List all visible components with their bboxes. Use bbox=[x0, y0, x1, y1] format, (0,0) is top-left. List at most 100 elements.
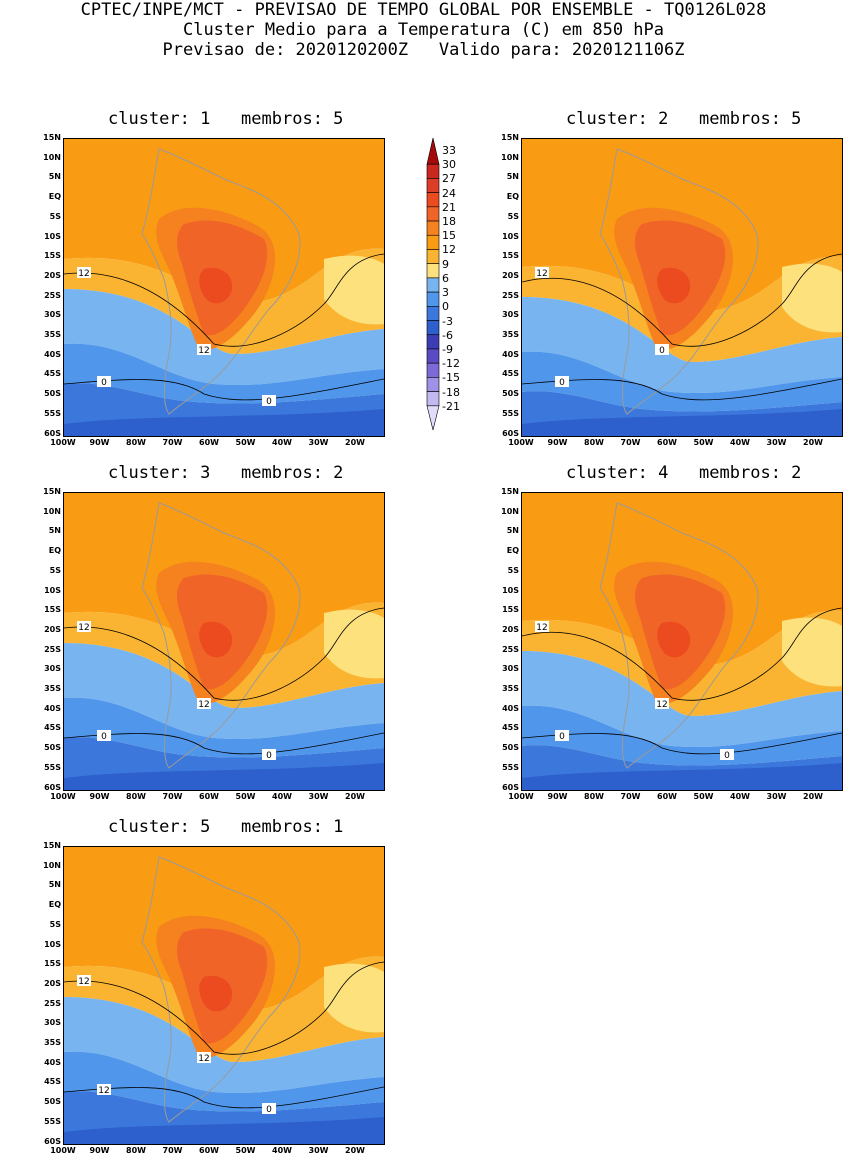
longitude-tick-label: 30W bbox=[308, 792, 329, 801]
contour-label: 0 bbox=[266, 1105, 272, 1115]
temperature-field: 12 12 0 0 bbox=[64, 139, 384, 436]
colorbar-label: 6 bbox=[442, 271, 449, 285]
chart-title-line-1: CPTEC/INPE/MCT - PREVISAO DE TEMPO GLOBA… bbox=[80, 0, 767, 20]
colorbar-swatch bbox=[426, 306, 440, 321]
temperature-band bbox=[64, 643, 384, 740]
latitude-tick-label: 60S bbox=[44, 428, 61, 438]
contour-label-bg bbox=[535, 621, 549, 632]
contour-line bbox=[64, 378, 384, 401]
latitude-tick-label: 10S bbox=[44, 939, 61, 949]
latitude-tick-label: 5S bbox=[49, 919, 61, 929]
temperature-band bbox=[324, 609, 384, 679]
latitude-tick-label: 50S bbox=[502, 389, 519, 399]
longitude-tick-label: 70W bbox=[162, 1146, 183, 1155]
colorbar-label: 12 bbox=[442, 243, 456, 257]
longitude-tick-label: 20W bbox=[345, 438, 365, 447]
contour-line bbox=[64, 732, 384, 755]
colorbar-swatch bbox=[426, 405, 440, 431]
longitude-tick-label: 80W bbox=[126, 438, 146, 447]
latitude-tick-label: 15N bbox=[501, 487, 519, 496]
temperature-band bbox=[64, 1051, 384, 1112]
contour-label-bg bbox=[262, 749, 276, 760]
latitude-tick-label: 55S bbox=[44, 408, 61, 418]
temperature-band bbox=[522, 610, 842, 716]
contour-label: 0 bbox=[266, 397, 272, 407]
colorbar-label: -18 bbox=[442, 385, 460, 399]
latitude-tick-label: 15N bbox=[501, 133, 519, 142]
contour-line bbox=[64, 1086, 384, 1109]
contour-label-bg bbox=[77, 621, 91, 632]
latitude-tick-label: 60S bbox=[502, 782, 519, 792]
temperature-band bbox=[64, 343, 384, 404]
latitude-tick-label: 15N bbox=[43, 841, 61, 850]
latitude-tick-label: 25S bbox=[44, 998, 61, 1008]
latitude-tick-label: 5S bbox=[507, 565, 519, 575]
temperature-band bbox=[199, 267, 233, 304]
colorbar-label: 15 bbox=[442, 229, 456, 243]
temperature-band bbox=[199, 621, 233, 658]
panel-title: cluster: 1 membros: 5 bbox=[108, 109, 344, 129]
contour-label: 0 bbox=[101, 378, 107, 388]
latitude-tick-label: 35S bbox=[502, 330, 519, 339]
longitude-tick-label: 100W bbox=[508, 792, 534, 801]
contour-line bbox=[522, 253, 842, 347]
colorbar-swatch bbox=[426, 391, 440, 407]
latitude-tick-label: 20S bbox=[502, 270, 519, 280]
longitude-tick-label: 60W bbox=[657, 438, 677, 447]
latitude-tick-label: 35S bbox=[44, 684, 61, 693]
longitude-tick-label: 30W bbox=[766, 438, 787, 447]
longitude-tick-label: 90W bbox=[89, 792, 110, 801]
colorbar-swatch bbox=[426, 348, 440, 364]
latitude-tick-label: 25S bbox=[502, 290, 519, 300]
temperature-band bbox=[522, 351, 842, 412]
coastline bbox=[141, 148, 301, 415]
longitude-tick-label: 20W bbox=[345, 1146, 365, 1155]
latitude-tick-label: 5N bbox=[506, 172, 519, 182]
contour-label: 12 bbox=[78, 623, 89, 633]
temperature-band bbox=[64, 997, 384, 1094]
longitude-tick-label: 40W bbox=[272, 792, 292, 801]
colorbar-label: 9 bbox=[442, 257, 449, 271]
latitude-tick-label: 60S bbox=[44, 1136, 61, 1146]
latitude-tick-label: 10N bbox=[43, 860, 61, 870]
longitude-tick-label: 60W bbox=[199, 792, 219, 801]
panel-title: cluster: 3 membros: 2 bbox=[108, 463, 344, 483]
colorbar-swatch bbox=[426, 178, 440, 193]
colorbar-swatches bbox=[426, 137, 440, 431]
panel-title: cluster: 4 membros: 2 bbox=[566, 463, 802, 483]
longitude-tick-label: 60W bbox=[657, 792, 677, 801]
longitude-tick-label: 40W bbox=[272, 438, 292, 447]
longitude-tick-label: 30W bbox=[308, 438, 329, 447]
contour-line bbox=[64, 253, 384, 347]
chart-title-line-3: Previsao de: 2020120200Z Valido para: 20… bbox=[162, 40, 685, 60]
latitude-tick-label: 25S bbox=[44, 644, 61, 654]
contour-label: 0 bbox=[101, 732, 107, 742]
latitude-tick-label: 20S bbox=[44, 270, 61, 280]
longitude-tick-label: 70W bbox=[162, 438, 183, 447]
latitude-tick-label: 30S bbox=[502, 664, 519, 674]
colorbar-swatch bbox=[426, 320, 440, 336]
temperature-band bbox=[199, 975, 233, 1012]
map-panel: 12 0 0 bbox=[521, 138, 843, 437]
latitude-tick-label: 50S bbox=[44, 1097, 61, 1107]
latitude-tick-label: 5N bbox=[48, 880, 61, 890]
latitude-tick-label: 10N bbox=[43, 506, 61, 516]
temperature-band bbox=[64, 697, 384, 758]
contour-line bbox=[522, 732, 842, 755]
panel-title: cluster: 2 membros: 5 bbox=[566, 109, 802, 129]
longitude-tick-label: 50W bbox=[693, 792, 714, 801]
latitude-tick-label: 30S bbox=[44, 310, 61, 320]
colorbar-label: 24 bbox=[442, 186, 456, 200]
latitude-tick-label: 5N bbox=[48, 172, 61, 182]
temperature-band bbox=[782, 617, 842, 687]
contour-label: 12 bbox=[198, 700, 209, 710]
colorbar-label: 21 bbox=[442, 200, 456, 214]
latitude-tick-label: 15N bbox=[43, 487, 61, 496]
temperature-band bbox=[64, 1117, 384, 1144]
latitude-tick-label: 45S bbox=[44, 723, 61, 733]
latitude-tick-label: 60S bbox=[502, 428, 519, 438]
longitude-tick-label: 20W bbox=[803, 792, 823, 801]
colorbar-swatch bbox=[426, 377, 440, 392]
temperature-band bbox=[64, 289, 384, 386]
latitude-tick-label: 35S bbox=[502, 684, 519, 693]
